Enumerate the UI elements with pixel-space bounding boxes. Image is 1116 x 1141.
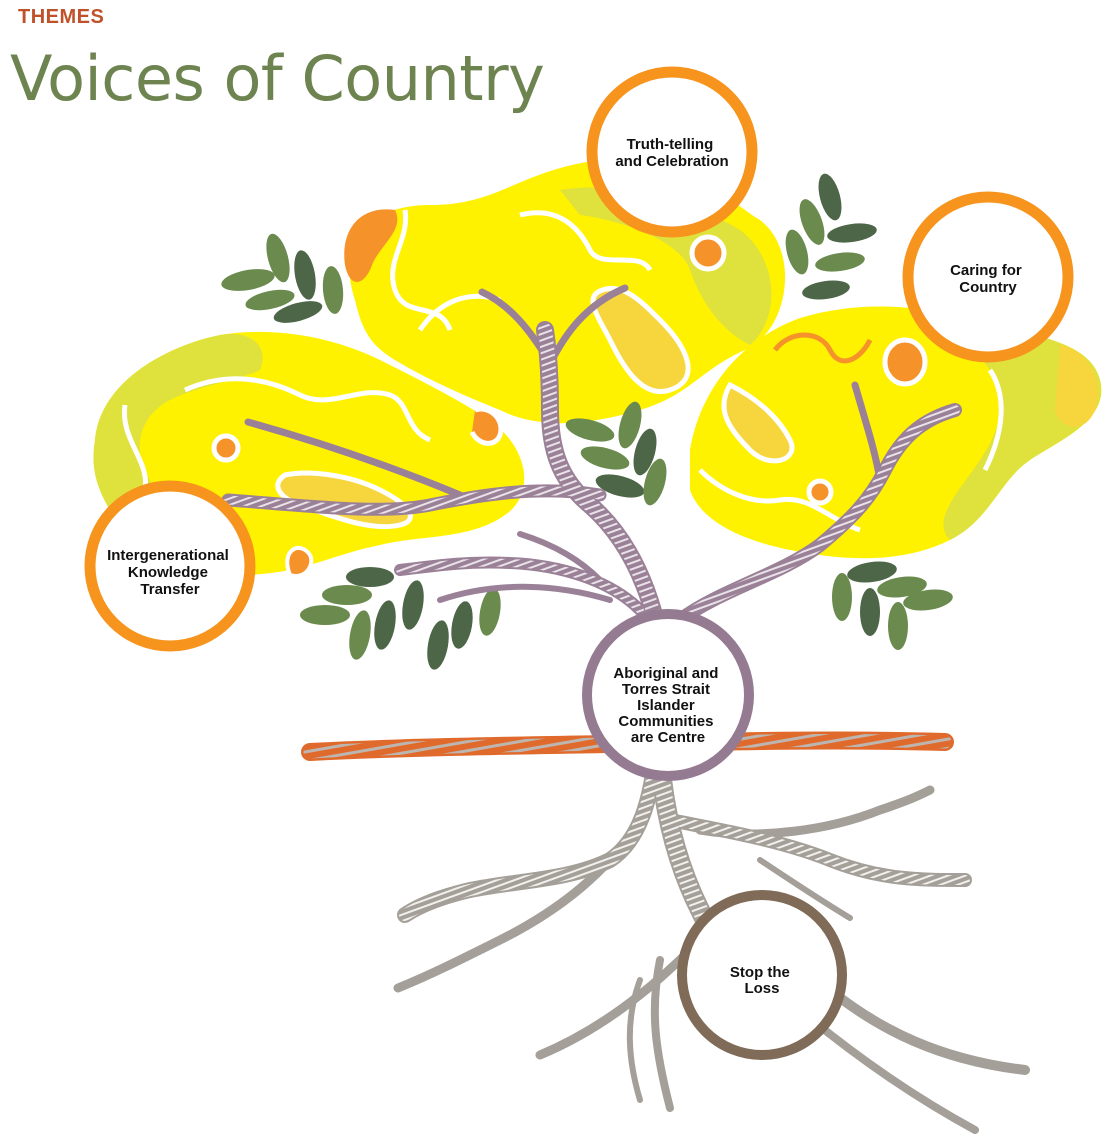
leaf-cluster-middle <box>565 401 667 506</box>
theme-node-stop-the-loss[interactable]: Stop the Loss <box>677 890 847 1060</box>
theme-node-caring-for-country[interactable]: Caring for Country <box>902 191 1074 363</box>
theme-label-line: Islander <box>637 697 695 714</box>
theme-label-line: Aboriginal and <box>613 665 718 682</box>
section-eyebrow: THEMES <box>18 6 105 28</box>
theme-label-line: Knowledge <box>128 564 208 581</box>
leaf-cluster-top-left <box>221 233 344 323</box>
leaf-cluster-lower-left <box>300 567 501 670</box>
theme-label-line: Country <box>959 279 1017 296</box>
theme-node-intergenerational[interactable]: Intergenerational Knowledge Transfer <box>84 480 256 652</box>
theme-label-line: Torres Strait <box>622 681 710 698</box>
trunk-branches <box>221 284 962 649</box>
leaf-cluster-lower-right <box>832 561 953 650</box>
leaf-cluster-top-right <box>785 173 877 300</box>
theme-label-line: are Centre <box>631 729 705 746</box>
theme-label-line: and Celebration <box>615 153 728 170</box>
theme-node-truth-telling[interactable]: Truth-telling and Celebration <box>586 66 758 238</box>
theme-label-line: Truth-telling <box>627 136 714 153</box>
svg-text:Stop the Loss: Stop the Loss <box>730 964 794 997</box>
theme-label-line: Loss <box>744 980 779 997</box>
canopy-right <box>690 306 1102 559</box>
svg-text:Caring for Country: Caring for Country <box>950 262 1026 296</box>
theme-label-line: Communities <box>618 713 713 730</box>
svg-text:Aboriginal and Torres St: Aboriginal and Torres Strait Islander Co… <box>613 665 722 746</box>
theme-label-line: Transfer <box>140 581 199 598</box>
svg-text:Intergenerational Knowle: Intergenerational Knowledge Transfer <box>107 547 233 598</box>
theme-node-communities-centre[interactable]: Aboriginal and Torres Strait Islander Co… <box>582 609 754 781</box>
svg-text:Truth-telling and Celebr: Truth-telling and Celebration <box>615 136 728 170</box>
theme-label-line: Caring for <box>950 262 1022 279</box>
theme-label-line: Stop the <box>730 964 790 981</box>
theme-label-line: Intergenerational <box>107 547 229 564</box>
page-title: Voices of Country <box>10 42 545 115</box>
